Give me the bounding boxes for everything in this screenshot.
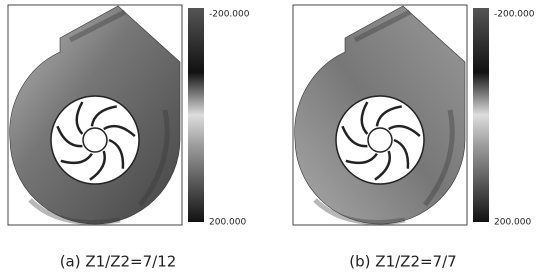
caption: (b) Z1/Z2=7/7 xyxy=(349,253,456,271)
panel: -200.000 200.000 (a) Z1/Z2=7/12 xyxy=(8,5,250,271)
panel: -200.000 200.000 (b) Z1/Z2=7/7 xyxy=(293,5,535,271)
hub xyxy=(368,128,392,152)
figure: -200.000 200.000 (a) Z1/Z2=7/12 -200.000 200… xyxy=(0,0,546,276)
hub xyxy=(83,128,107,152)
colorbar-bottom-label: 200.000 xyxy=(209,218,246,228)
colorbar-bottom-label: 200.000 xyxy=(494,218,531,228)
colorbar-top-label: -200.000 xyxy=(209,10,250,20)
colorbar xyxy=(188,8,204,222)
colorbar-top-label: -200.000 xyxy=(494,10,535,20)
colorbar xyxy=(473,8,489,222)
caption: (a) Z1/Z2=7/12 xyxy=(60,253,177,271)
